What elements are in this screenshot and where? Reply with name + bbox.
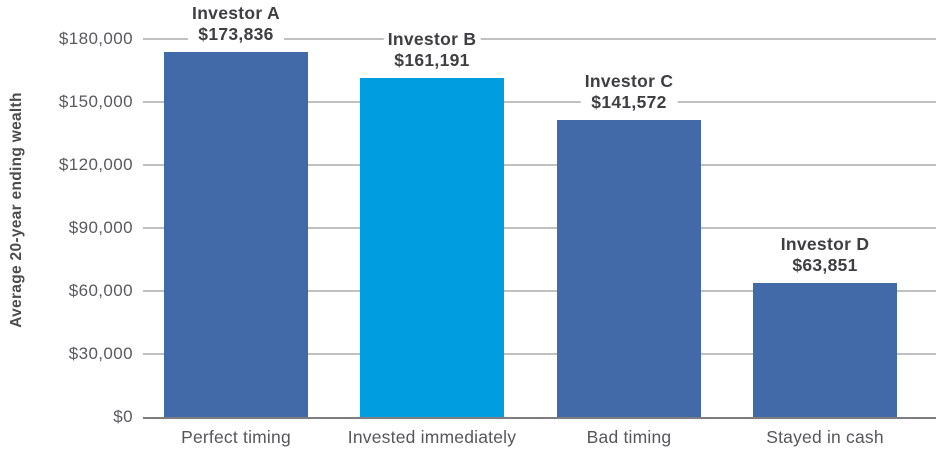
y-tick-label: $150,000 [58, 92, 133, 111]
gridline [143, 290, 936, 292]
bar-amount-label: $161,191 [394, 50, 470, 70]
y-tick-label: $180,000 [58, 29, 133, 48]
y-axis-ticks: $180,000 $150,000 $120,000 $90,000 $60,000 $3… [0, 0, 133, 465]
bar-investor-label: Investor A [192, 3, 280, 23]
bar-label: Investor B $161,191 [383, 29, 481, 71]
y-tick-label: $60,000 [68, 281, 133, 300]
bar-investor-label: Investor C [584, 71, 674, 91]
x-axis-category-label: Perfect timing [181, 427, 291, 447]
gridline [143, 101, 936, 103]
bar [164, 52, 308, 417]
x-axis-category-label: Invested immediately [347, 427, 517, 447]
bar-investor-label: Investor B [387, 29, 477, 49]
bar [753, 283, 897, 417]
y-tick-label: $120,000 [58, 155, 133, 174]
bar-amount-label: $141,572 [591, 92, 667, 112]
gridline [143, 227, 936, 229]
gridline [143, 38, 936, 40]
plot-area: Investor A $173,836 Investor B $161,191 Inve… [143, 0, 936, 419]
bar-amount-label: $173,836 [198, 24, 274, 44]
bar-label: Investor C $141,572 [580, 71, 678, 113]
bar [557, 120, 701, 417]
gridline [143, 353, 936, 355]
y-tick-label: $0 [113, 407, 133, 426]
bar-label: Investor D $63,851 [776, 234, 874, 276]
bar-amount-label: $63,851 [792, 255, 858, 275]
bar-investor-label: Investor D [780, 234, 870, 254]
bar-label: Investor A $173,836 [188, 3, 284, 45]
x-axis-category-label: Bad timing [586, 427, 672, 447]
y-tick-label: $30,000 [68, 344, 133, 363]
y-tick-label: $90,000 [68, 218, 133, 237]
gridline [143, 164, 936, 166]
bar [360, 78, 504, 417]
x-axis-labels: Perfect timing Invested immediately Bad ti… [0, 426, 936, 452]
x-axis-category-label: Stayed in cash [766, 427, 884, 447]
